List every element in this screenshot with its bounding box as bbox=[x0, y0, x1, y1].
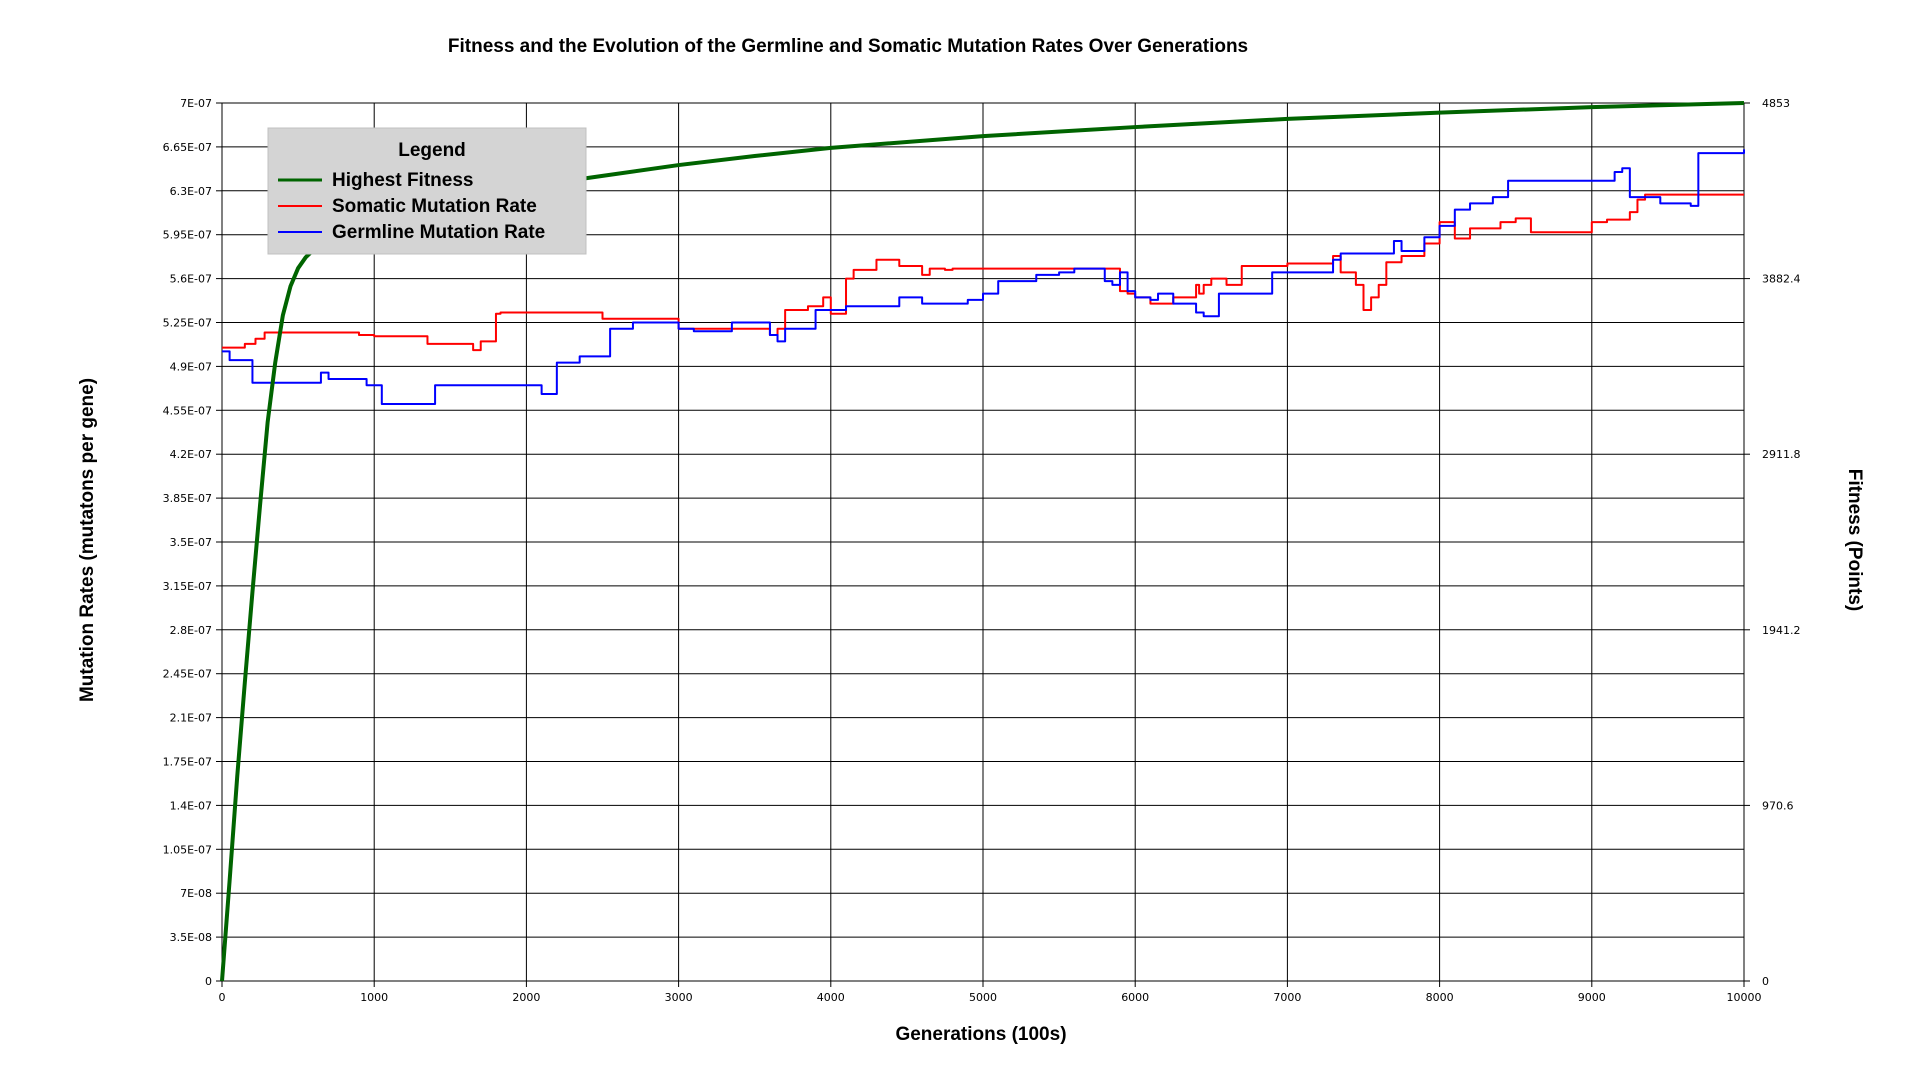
left-tick-label: 4.2E-07 bbox=[170, 448, 212, 461]
right-tick-label: 4853 bbox=[1762, 97, 1790, 110]
left-tick-label: 3.85E-07 bbox=[163, 492, 212, 505]
legend-label-fitness: Highest Fitness bbox=[332, 170, 473, 191]
x-tick-label: 7000 bbox=[1273, 991, 1301, 1004]
legend: Legend Highest Fitness Somatic Mutation … bbox=[267, 127, 587, 255]
left-tick-label: 1.4E-07 bbox=[170, 799, 212, 812]
left-tick-label: 6.3E-07 bbox=[170, 185, 212, 198]
y-axis-right-title: Fitness (Points) bbox=[1844, 469, 1865, 612]
left-tick-label: 3.15E-07 bbox=[163, 580, 212, 593]
x-tick-label: 5000 bbox=[969, 991, 997, 1004]
right-tick-label: 970.6 bbox=[1762, 799, 1794, 812]
left-tick-label: 1.75E-07 bbox=[163, 756, 212, 769]
left-tick-label: 4.55E-07 bbox=[163, 404, 212, 417]
left-tick-label: 2.1E-07 bbox=[170, 712, 212, 725]
left-tick-label: 3.5E-08 bbox=[170, 931, 212, 944]
left-tick-label: 2.8E-07 bbox=[170, 624, 212, 637]
left-axis-ticks: 0 3.5E-08 7E-08 1.05E-07 1.4E-07 1.75E-07 2.1E… bbox=[163, 97, 222, 988]
left-tick-label: 5.25E-07 bbox=[163, 317, 212, 330]
x-axis-ticks: 0 1000 2000 3000 4000 5000 6000 7000 8000 9000 100… bbox=[219, 981, 1762, 1004]
series-line-germline-mutation-rate bbox=[222, 149, 1745, 406]
right-tick-label: 0 bbox=[1762, 975, 1769, 988]
x-tick-label: 9000 bbox=[1578, 991, 1606, 1004]
right-tick-label: 1941.2 bbox=[1762, 624, 1801, 637]
left-tick-label: 4.9E-07 bbox=[170, 360, 212, 373]
left-tick-label: 2.45E-07 bbox=[163, 668, 212, 681]
legend-label-germline: Germline Mutation Rate bbox=[332, 222, 545, 243]
x-tick-label: 8000 bbox=[1426, 991, 1454, 1004]
chart-title: Fitness and the Evolution of the Germlin… bbox=[448, 36, 1248, 57]
left-tick-label: 7E-08 bbox=[180, 887, 212, 900]
x-tick-label: 10000 bbox=[1727, 991, 1762, 1004]
right-tick-label: 2911.8 bbox=[1762, 448, 1801, 461]
x-axis-title: Generations (100s) bbox=[895, 1024, 1066, 1045]
legend-title: Legend bbox=[398, 140, 466, 161]
left-tick-label: 3.5E-07 bbox=[170, 536, 212, 549]
left-tick-label: 0 bbox=[205, 975, 212, 988]
left-tick-label: 6.65E-07 bbox=[163, 141, 212, 154]
left-tick-label: 5.95E-07 bbox=[163, 229, 212, 242]
legend-label-somatic: Somatic Mutation Rate bbox=[332, 196, 537, 217]
x-tick-label: 3000 bbox=[665, 991, 693, 1004]
x-tick-label: 0 bbox=[219, 991, 226, 1004]
right-tick-label: 3882.4 bbox=[1762, 273, 1801, 286]
x-tick-label: 1000 bbox=[360, 991, 388, 1004]
left-tick-label: 5.6E-07 bbox=[170, 273, 212, 286]
left-tick-label: 7E-07 bbox=[180, 97, 212, 110]
right-axis-ticks: 0 970.6 1941.2 2911.8 3882.4 4853 bbox=[1744, 97, 1801, 988]
x-tick-label: 4000 bbox=[817, 991, 845, 1004]
y-axis-left-title: Mutation Rates (mutatons per gene) bbox=[77, 378, 98, 702]
x-tick-label: 2000 bbox=[512, 991, 540, 1004]
x-tick-label: 6000 bbox=[1121, 991, 1149, 1004]
left-tick-label: 1.05E-07 bbox=[163, 843, 212, 856]
